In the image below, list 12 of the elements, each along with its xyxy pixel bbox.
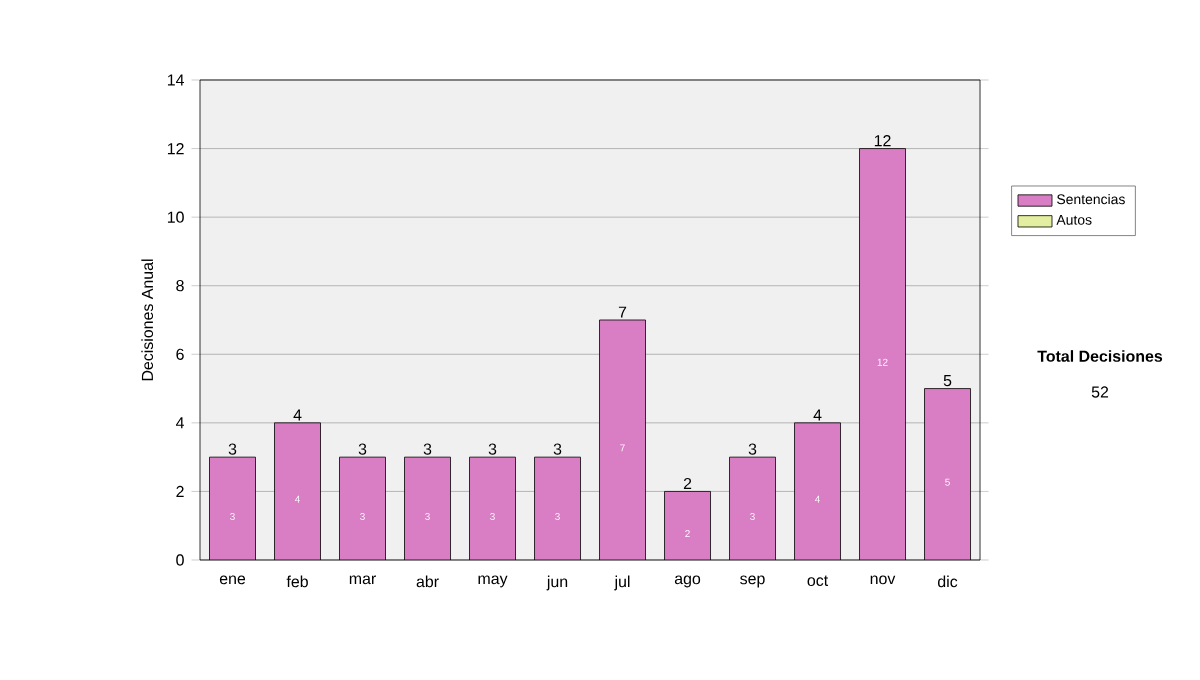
bar — [209, 457, 256, 560]
bar — [469, 457, 516, 560]
bar — [664, 491, 711, 560]
bar — [924, 388, 971, 560]
bar — [339, 457, 386, 560]
bar — [404, 457, 451, 560]
bar — [534, 457, 581, 560]
bar — [729, 457, 776, 560]
bar — [859, 148, 906, 560]
bar — [794, 422, 841, 560]
bar — [599, 320, 646, 560]
bar — [274, 422, 321, 560]
